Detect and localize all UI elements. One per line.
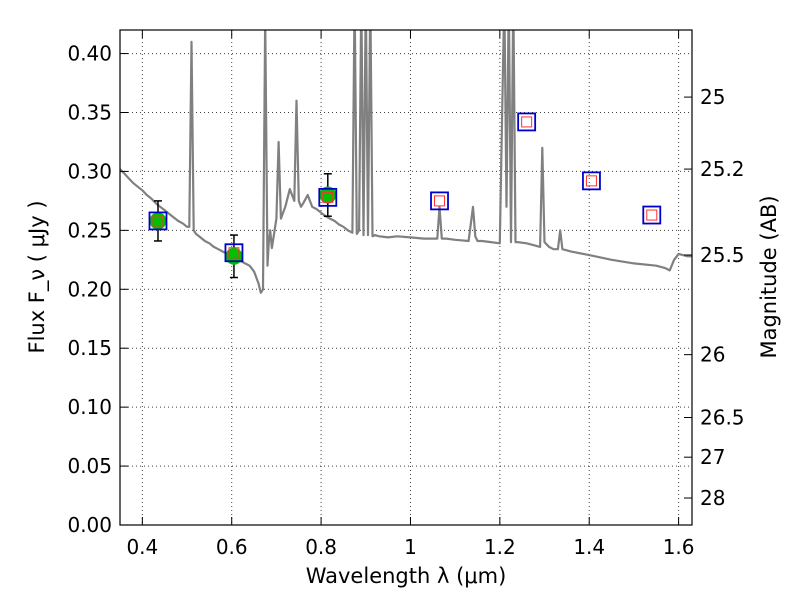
x-tick-label: 1.2	[484, 535, 516, 559]
y-tick-label: 0.15	[67, 336, 112, 360]
y2-tick-label: 27	[700, 445, 725, 469]
x-tick-label: 1.4	[573, 535, 605, 559]
x-tick-label: 0.8	[305, 535, 337, 559]
model-point	[430, 191, 449, 211]
model-point	[517, 112, 537, 132]
grid	[120, 30, 692, 526]
model-point-inner	[646, 209, 658, 221]
y2-tick-label: 25.5	[700, 243, 745, 267]
y-tick-label: 0.30	[67, 159, 112, 183]
y2-axis-label: Magnitude (AB)	[757, 195, 781, 358]
model-point-inner	[152, 215, 164, 227]
photometry-points	[148, 112, 662, 279]
model-point-inner	[228, 247, 240, 259]
y2-tick-label: 25	[700, 85, 725, 109]
x-tick-label: 1	[404, 535, 417, 559]
y-tick-label: 0.00	[67, 513, 112, 537]
model-point	[582, 171, 601, 191]
model-point	[642, 205, 662, 225]
model-point-inner	[434, 195, 446, 207]
sed-series	[120, 30, 692, 294]
x-tick-label: 1.6	[663, 535, 695, 559]
y-tick-label: 0.10	[67, 395, 112, 419]
sed-line	[120, 30, 692, 294]
plot-frame	[119, 29, 693, 526]
y-tick-label: 0.25	[67, 218, 112, 242]
y-axis-label: Flux F_ν ( μJy )	[25, 200, 50, 353]
y2-tick-label: 28	[700, 486, 725, 510]
x-tick-label: 0.6	[216, 535, 248, 559]
y-tick-label: 0.35	[67, 101, 112, 125]
x-tick-label: 0.4	[126, 535, 158, 559]
observed-point	[149, 212, 167, 230]
model-point-inner	[585, 175, 597, 187]
y-tick-label: 0.40	[67, 42, 112, 66]
model-point	[148, 211, 168, 231]
x-axis-label: Wavelength λ (μm)	[306, 564, 507, 588]
y2-tick-label: 26.5	[700, 406, 745, 430]
model-point-inner	[322, 191, 334, 203]
y2-tick-label: 26	[700, 343, 725, 367]
y-tick-label: 0.20	[67, 277, 112, 301]
y-tick-label: 0.05	[67, 454, 112, 478]
model-point-inner	[521, 116, 533, 128]
model-point	[224, 243, 244, 263]
axes: 0.4 0.6 0.8 1 1.2 1.4 1.6 0.00 0.05 0.10 0.15 0.20 0…	[67, 29, 745, 559]
y2-tick-label: 25.2	[700, 157, 745, 181]
model-point	[318, 187, 338, 207]
